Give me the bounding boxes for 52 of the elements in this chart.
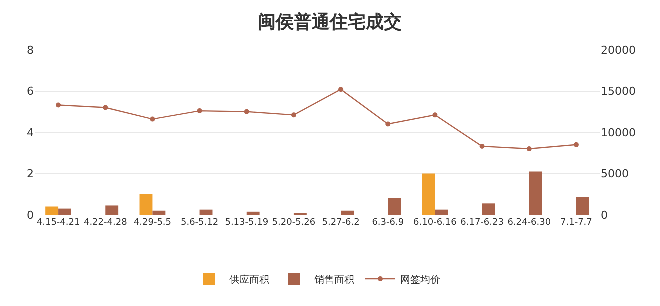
point bbox=[432, 112, 438, 118]
point bbox=[197, 108, 202, 114]
x-tick-label: 4.29-5.5 bbox=[134, 218, 172, 228]
y-tick-label: 6 bbox=[27, 85, 34, 98]
x-tick-label: 6.17-6.23 bbox=[460, 218, 504, 228]
bar bbox=[341, 210, 354, 215]
y-tick-label: 8 bbox=[27, 44, 34, 57]
legend-label: 网签均价 bbox=[400, 274, 440, 286]
x-tick-label: 5.6-5.12 bbox=[180, 218, 219, 228]
x-tick-label: 4.22-4.28 bbox=[84, 218, 128, 228]
point bbox=[526, 146, 532, 152]
x-tick-label: 5.13-5.19 bbox=[225, 218, 269, 228]
y-tick-label: 4 bbox=[27, 126, 34, 140]
x-tick-label: 5.27-6.2 bbox=[322, 218, 360, 228]
bar bbox=[46, 206, 59, 215]
x-tick-label: 4.15-4.21 bbox=[36, 218, 80, 228]
bar bbox=[388, 198, 402, 215]
bar bbox=[152, 210, 166, 215]
point bbox=[574, 142, 579, 148]
point bbox=[291, 112, 296, 118]
y2-tick-label: 0 bbox=[601, 208, 608, 222]
y2-tick-label: 15000 bbox=[601, 85, 636, 98]
point bbox=[56, 102, 62, 108]
y-tick-label: 2 bbox=[27, 168, 34, 181]
x-tick-label: 7.1-7.7 bbox=[560, 218, 592, 228]
point bbox=[480, 144, 485, 150]
bar bbox=[435, 210, 448, 215]
bar bbox=[140, 194, 153, 215]
bar bbox=[106, 206, 119, 215]
y2-tick-label: 20000 bbox=[601, 44, 636, 57]
x-tick-label: 6.24-6.30 bbox=[508, 218, 552, 228]
x-tick-label: 6.3-6.9 bbox=[372, 218, 404, 228]
point bbox=[244, 109, 250, 114]
y2-tick-label: 5000 bbox=[601, 168, 629, 181]
bar bbox=[422, 174, 436, 215]
bar bbox=[576, 197, 590, 215]
bar bbox=[200, 210, 213, 215]
bar bbox=[482, 204, 496, 215]
bar bbox=[246, 212, 260, 215]
point bbox=[338, 87, 344, 92]
point bbox=[103, 105, 108, 110]
chart-title: 闽侯普通住宅成交 bbox=[258, 12, 402, 33]
legend-label: 销售面积 bbox=[314, 274, 354, 286]
y2-tick-label: 10000 bbox=[601, 126, 636, 140]
x-tick-label: 6.10-6.16 bbox=[414, 218, 458, 228]
bar bbox=[58, 208, 72, 215]
y-tick-label: 0 bbox=[27, 208, 34, 222]
point bbox=[150, 116, 156, 122]
legend-label: 供应面积 bbox=[230, 274, 270, 286]
bar bbox=[529, 172, 542, 215]
x-tick-label: 5.20-5.26 bbox=[272, 218, 316, 228]
point bbox=[386, 122, 391, 127]
